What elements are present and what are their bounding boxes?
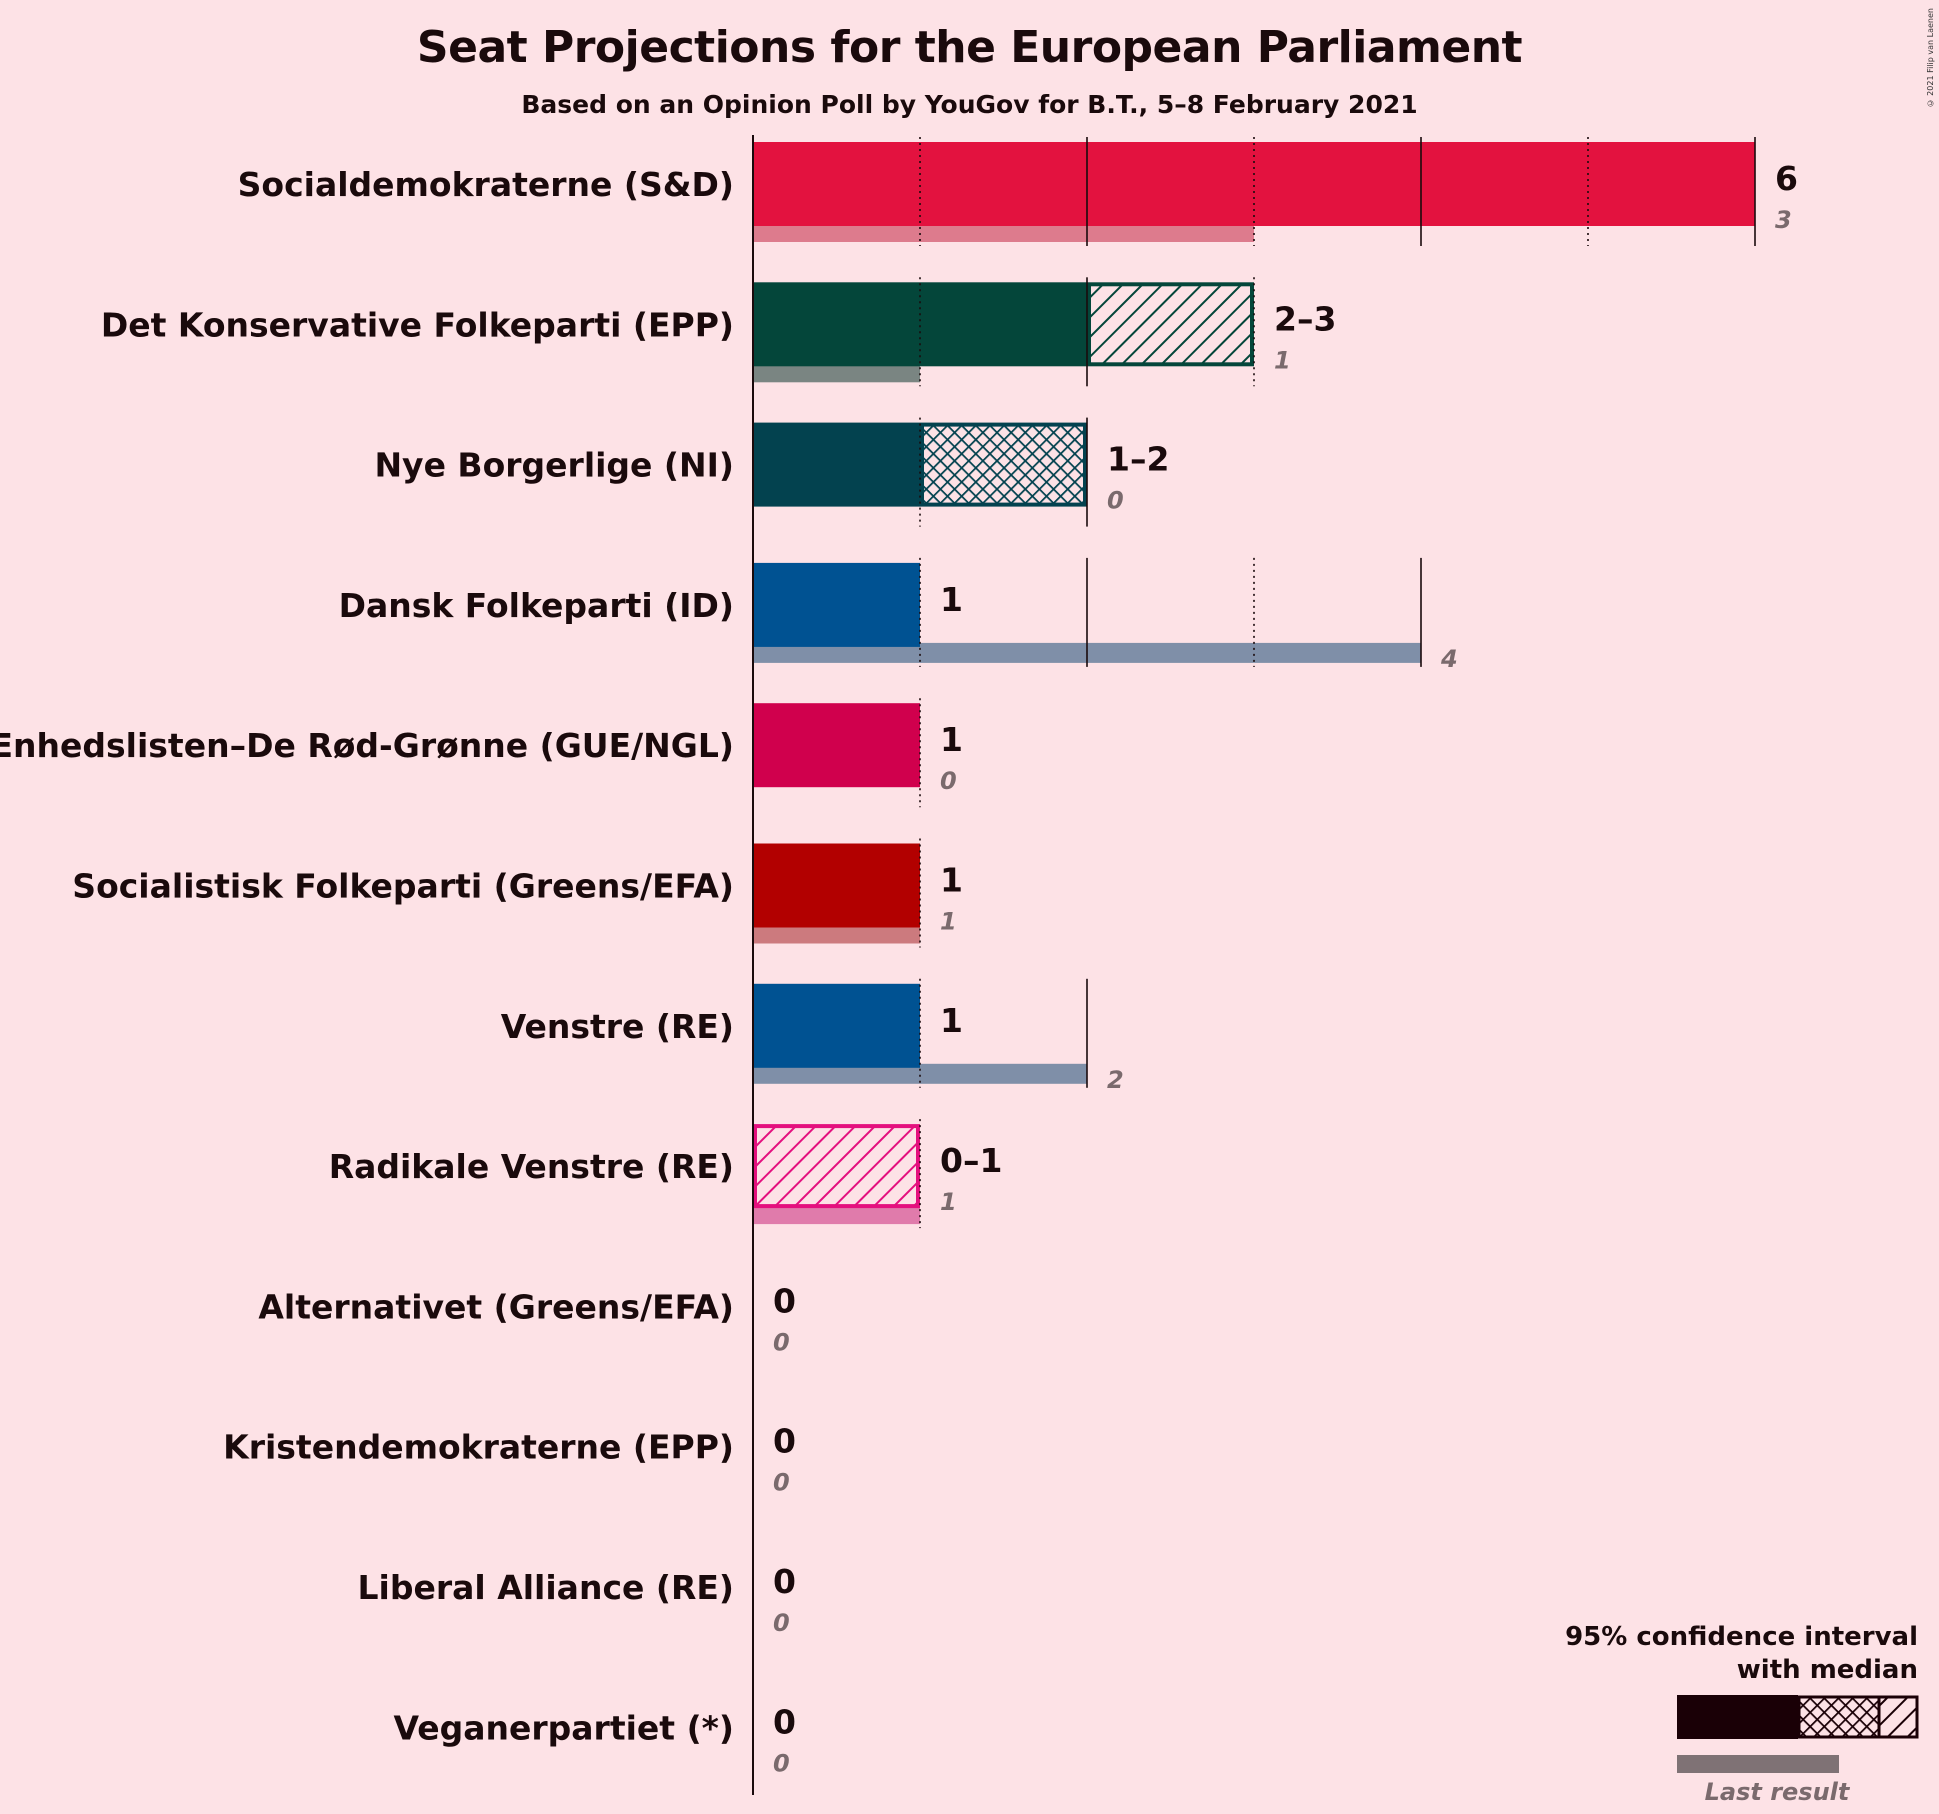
value-label: 1 bbox=[940, 580, 963, 619]
last-result-label: 1 bbox=[940, 1188, 957, 1216]
value-label: 1 bbox=[940, 720, 963, 759]
party-label: Alternativet (Greens/EFA) bbox=[258, 1287, 734, 1326]
party-label: Nye Borgerlige (NI) bbox=[374, 446, 734, 485]
party-row: Socialdemokraterne (S&D) 6 3 bbox=[238, 137, 1798, 246]
confidence-interval-bar bbox=[753, 1124, 920, 1209]
median-bar bbox=[753, 983, 920, 1068]
party-row: Enhedslisten–De Rød-Grønne (GUE/NGL) 1 0 bbox=[0, 698, 963, 808]
last-result-bar bbox=[753, 222, 1254, 242]
party-label: Veganerpartiet (*) bbox=[394, 1708, 734, 1747]
median-bar bbox=[753, 142, 1755, 226]
median-bar bbox=[753, 422, 920, 507]
value-label: 0 bbox=[773, 1281, 796, 1320]
value-label: 0–1 bbox=[940, 1141, 1002, 1180]
legend-title-line2: with median bbox=[1737, 1655, 1918, 1685]
party-row: Radikale Venstre (RE) 0–1 1 bbox=[329, 1119, 1002, 1229]
party-row: Liberal Alliance (RE) 0 0 bbox=[358, 1562, 796, 1637]
median-bar bbox=[753, 703, 920, 788]
party-row: Venstre (RE) 1 2 bbox=[501, 978, 1124, 1094]
party-label: Dansk Folkeparti (ID) bbox=[339, 586, 734, 625]
last-result-label: 4 bbox=[1440, 645, 1458, 673]
party-label: Kristendemokraterne (EPP) bbox=[223, 1428, 734, 1467]
party-label: Socialistisk Folkeparti (Greens/EFA) bbox=[72, 867, 734, 906]
legend-ci-outer-swatch bbox=[1877, 1695, 1919, 1739]
party-row: Det Konservative Folkeparti (EPP) 2–3 1 bbox=[101, 277, 1336, 387]
chart-title: Seat Projections for the European Parlia… bbox=[416, 22, 1523, 73]
median-bar bbox=[753, 562, 920, 647]
last-result-bar bbox=[753, 923, 920, 944]
last-result-bar bbox=[753, 1063, 1087, 1084]
legend-title-line1: 95% confidence interval bbox=[1565, 1622, 1918, 1652]
confidence-interval-bar bbox=[1087, 282, 1254, 367]
last-result-label: 0 bbox=[1107, 487, 1124, 515]
party-label: Liberal Alliance (RE) bbox=[358, 1568, 734, 1607]
value-label: 0 bbox=[773, 1422, 796, 1461]
party-row: Veganerpartiet (*) 0 0 bbox=[394, 1702, 796, 1777]
value-label: 2–3 bbox=[1274, 299, 1336, 338]
party-row: Alternativet (Greens/EFA) 0 0 bbox=[258, 1281, 796, 1356]
value-label: 1 bbox=[940, 861, 963, 900]
legend-last-result-label: Last result bbox=[1705, 1778, 1851, 1806]
confidence-interval-bar bbox=[920, 422, 1087, 507]
median-bar bbox=[753, 843, 920, 928]
last-result-bar bbox=[753, 1204, 920, 1225]
party-label: Socialdemokraterne (S&D) bbox=[238, 165, 734, 204]
party-label: Radikale Venstre (RE) bbox=[329, 1147, 734, 1186]
last-result-label: 1 bbox=[1274, 346, 1291, 374]
party-row: Kristendemokraterne (EPP) 0 0 bbox=[223, 1422, 796, 1497]
value-label: 1–2 bbox=[1107, 440, 1169, 479]
value-label: 0 bbox=[773, 1562, 796, 1601]
party-label: Venstre (RE) bbox=[501, 1007, 734, 1046]
party-label: Det Konservative Folkeparti (EPP) bbox=[101, 305, 734, 344]
last-result-label: 0 bbox=[773, 1328, 790, 1356]
party-label: Enhedslisten–De Rød-Grønne (GUE/NGL) bbox=[0, 726, 734, 765]
legend-last-result-swatch bbox=[1677, 1755, 1839, 1773]
legend-median-swatch bbox=[1677, 1695, 1798, 1739]
last-result-label: 1 bbox=[940, 908, 957, 936]
last-result-label: 0 bbox=[773, 1469, 790, 1497]
last-result-label: 0 bbox=[773, 1749, 790, 1777]
party-row: Dansk Folkeparti (ID) 1 4 bbox=[339, 557, 1458, 673]
value-label: 0 bbox=[773, 1702, 796, 1741]
chart-subtitle: Based on an Opinion Poll by YouGov for B… bbox=[521, 90, 1418, 119]
party-row: Socialistisk Folkeparti (Greens/EFA) 1 1 bbox=[72, 838, 963, 948]
last-result-label: 0 bbox=[773, 1609, 790, 1637]
value-label: 1 bbox=[940, 1001, 963, 1040]
party-row: Nye Borgerlige (NI) 1–2 0 bbox=[374, 417, 1169, 527]
last-result-label: 0 bbox=[940, 767, 957, 795]
legend-ci-swatch bbox=[1797, 1695, 1881, 1739]
last-result-bar bbox=[753, 362, 920, 383]
median-bar bbox=[753, 282, 1087, 367]
value-label: 6 bbox=[1775, 159, 1798, 198]
last-result-label: 2 bbox=[1107, 1066, 1124, 1094]
last-result-label: 3 bbox=[1775, 206, 1792, 234]
